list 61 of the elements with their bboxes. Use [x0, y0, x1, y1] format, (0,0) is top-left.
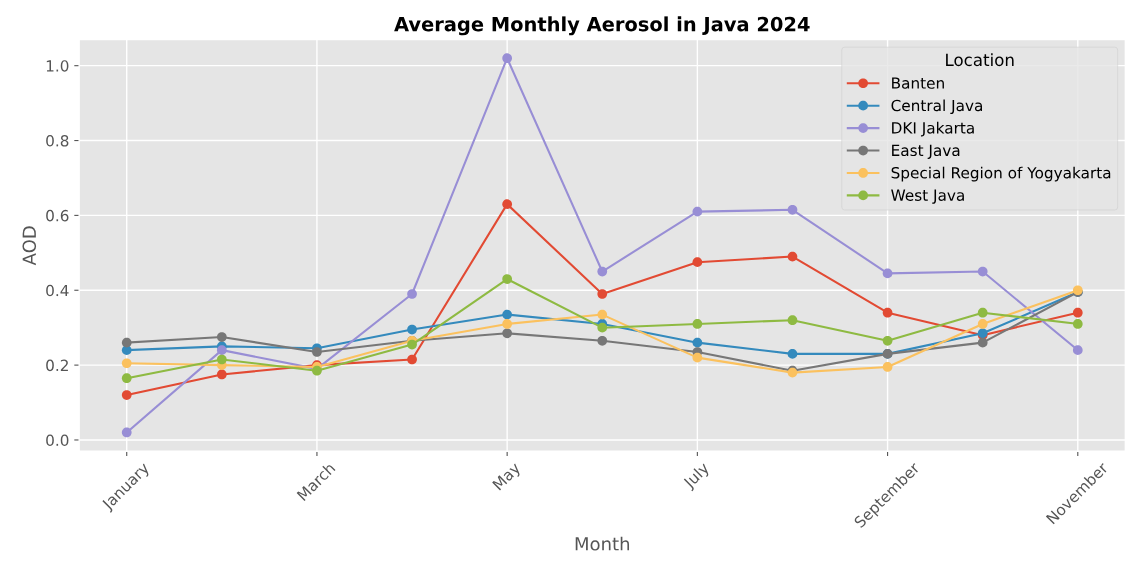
y-tick-label: 0.0: [46, 434, 69, 446]
point: [216, 332, 227, 342]
y-tick-label: 0.4: [46, 284, 69, 297]
point: [882, 268, 893, 279]
point: [502, 328, 513, 339]
point: [121, 358, 132, 369]
point: [502, 319, 513, 329]
point: [597, 266, 608, 277]
point: [787, 349, 798, 359]
legend-label: Banten: [892, 77, 944, 89]
point: [121, 337, 132, 348]
point: [882, 362, 893, 372]
point: [597, 322, 608, 333]
point: [692, 206, 703, 217]
point: [1072, 307, 1083, 318]
point: [977, 337, 988, 348]
legend-label: Special Region of Yogyakarta: [891, 166, 1111, 182]
point: [216, 354, 227, 365]
point: [977, 266, 988, 277]
y-tick-label: 1.0: [46, 60, 69, 72]
point: [1072, 345, 1083, 355]
point: [597, 335, 608, 346]
point: [121, 427, 132, 438]
point: [692, 337, 703, 348]
point: [216, 345, 227, 355]
point: [597, 309, 608, 320]
point: [502, 53, 513, 64]
point: [787, 204, 798, 215]
point: [312, 347, 322, 357]
legend-label: Central Java: [891, 99, 982, 115]
point: [407, 354, 417, 365]
chart-title: Average Monthly Aerosol in Java 2024: [394, 16, 810, 36]
point: [121, 390, 132, 400]
legend-label: East Java: [892, 144, 960, 159]
point: [977, 319, 988, 329]
y-axis-title: AOD: [22, 226, 37, 266]
point: [597, 289, 608, 299]
point: [407, 324, 417, 335]
point: [407, 339, 417, 350]
point: [787, 251, 798, 262]
point: [692, 257, 703, 268]
y-tick-label: 0.2: [46, 359, 68, 372]
point: [502, 309, 513, 320]
point: [692, 352, 703, 363]
legend-title: Location: [946, 53, 1014, 67]
legend-label: DKI Jakarta: [892, 121, 974, 137]
x-axis-title: Month: [575, 536, 630, 551]
point: [787, 315, 798, 326]
point: [502, 199, 513, 210]
point: [977, 307, 988, 318]
point: [1072, 319, 1083, 329]
point: [216, 369, 227, 380]
legend-label: West Java: [891, 189, 964, 204]
point: [882, 307, 893, 318]
point: [502, 274, 513, 284]
y-tick-label: 0.6: [46, 209, 69, 222]
y-tick-label: 0.8: [46, 135, 69, 147]
point: [121, 373, 132, 384]
point: [882, 335, 893, 346]
point: [407, 289, 417, 299]
point: [692, 319, 703, 329]
